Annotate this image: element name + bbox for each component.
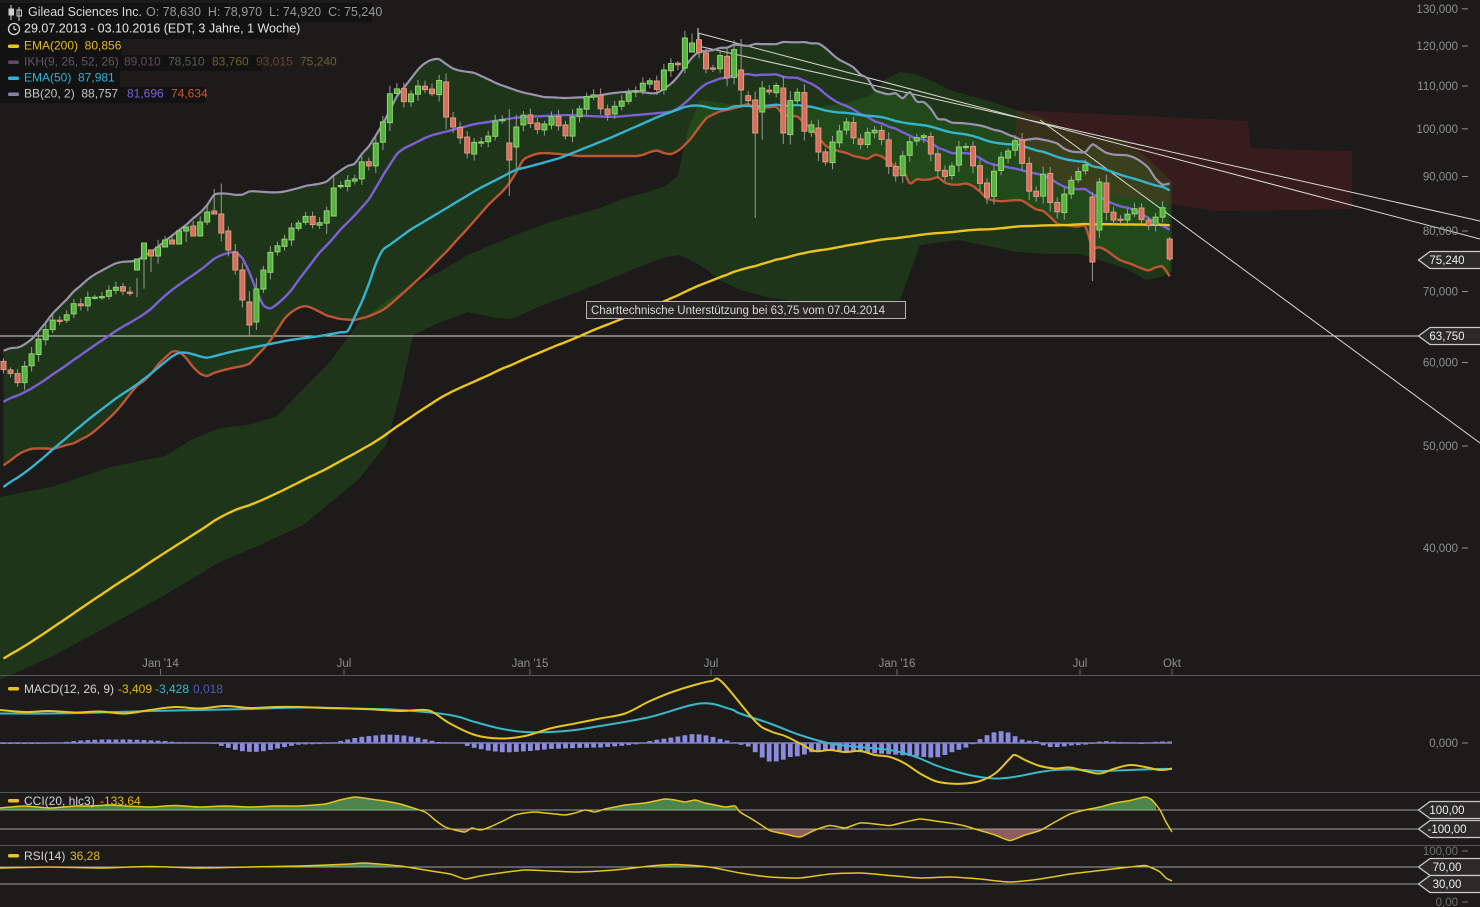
svg-text:100,00: 100,00 — [1423, 846, 1458, 858]
svg-text:50,000: 50,000 — [1423, 441, 1458, 453]
svg-text:120,000: 120,000 — [1416, 41, 1458, 53]
svg-text:Charttechnische Unterstützung: Charttechnische Unterstützung bei 63,75 … — [591, 305, 886, 317]
svg-text:RSI(14): RSI(14) — [24, 849, 65, 863]
svg-text:40,000: 40,000 — [1423, 543, 1458, 555]
svg-text:70,00: 70,00 — [1433, 862, 1462, 874]
svg-text:Jul: Jul — [704, 658, 719, 670]
svg-text:Jan '14: Jan '14 — [142, 658, 179, 670]
svg-text:75,240: 75,240 — [1429, 255, 1464, 267]
svg-text:IKH(9, 26, 52, 26): IKH(9, 26, 52, 26) — [24, 55, 119, 69]
svg-text:-3,409: -3,409 — [118, 682, 152, 696]
svg-text:CCI(20, hlc3): CCI(20, hlc3) — [24, 794, 95, 808]
svg-text:36,28: 36,28 — [70, 849, 100, 863]
svg-text:81,696: 81,696 — [127, 87, 164, 101]
svg-text:110,000: 110,000 — [1417, 81, 1458, 93]
svg-text:93,015: 93,015 — [256, 55, 293, 69]
svg-text:Jul: Jul — [1073, 658, 1088, 670]
svg-text:Okt: Okt — [1163, 658, 1182, 670]
svg-text:89,010: 89,010 — [124, 55, 161, 69]
svg-text:130,000: 130,000 — [1416, 4, 1458, 16]
svg-text:0,018: 0,018 — [193, 682, 223, 696]
svg-text:63,750: 63,750 — [1429, 331, 1464, 343]
svg-text:BB(20, 2) 88,757: BB(20, 2) 88,757 — [24, 87, 118, 101]
svg-text:78,510: 78,510 — [168, 55, 205, 69]
svg-text:Jan '16: Jan '16 — [879, 658, 916, 670]
svg-text:-133,64: -133,64 — [100, 794, 141, 808]
svg-text:0,000: 0,000 — [1429, 738, 1458, 750]
svg-text:-3,428: -3,428 — [155, 682, 189, 696]
svg-text:60,000: 60,000 — [1423, 358, 1458, 370]
svg-text:Jul: Jul — [337, 658, 352, 670]
svg-text:80,000: 80,000 — [1423, 226, 1458, 238]
svg-text:30,00: 30,00 — [1433, 879, 1462, 891]
svg-text:74,634: 74,634 — [171, 87, 208, 101]
svg-text:EMA(50) 87,981: EMA(50) 87,981 — [24, 71, 115, 85]
svg-text:0,00: 0,00 — [1436, 897, 1458, 907]
svg-text:29.07.2013 - 03.10.2016 (EDT,: 29.07.2013 - 03.10.2016 (EDT, 3 Jahre, 1… — [24, 22, 300, 36]
svg-text:Jan '15: Jan '15 — [512, 658, 549, 670]
svg-text:O: 78,630 H: 78,970 L: 74,92: O: 78,630 H: 78,970 L: 74,920 C: 75,240 — [146, 5, 382, 19]
svg-text:100,000: 100,000 — [1416, 124, 1458, 136]
svg-text:100,00: 100,00 — [1429, 805, 1464, 817]
svg-text:90,000: 90,000 — [1423, 172, 1458, 184]
svg-text:75,240: 75,240 — [300, 55, 337, 69]
svg-text:70,000: 70,000 — [1423, 287, 1458, 299]
svg-text:Gilead Sciences Inc.: Gilead Sciences Inc. — [28, 5, 142, 19]
svg-text:MACD(12, 26, 9): MACD(12, 26, 9) — [24, 682, 114, 696]
svg-text:83,760: 83,760 — [212, 55, 249, 69]
svg-text:-100,00: -100,00 — [1427, 824, 1466, 836]
svg-text:EMA(200) 80,856: EMA(200) 80,856 — [24, 39, 122, 53]
